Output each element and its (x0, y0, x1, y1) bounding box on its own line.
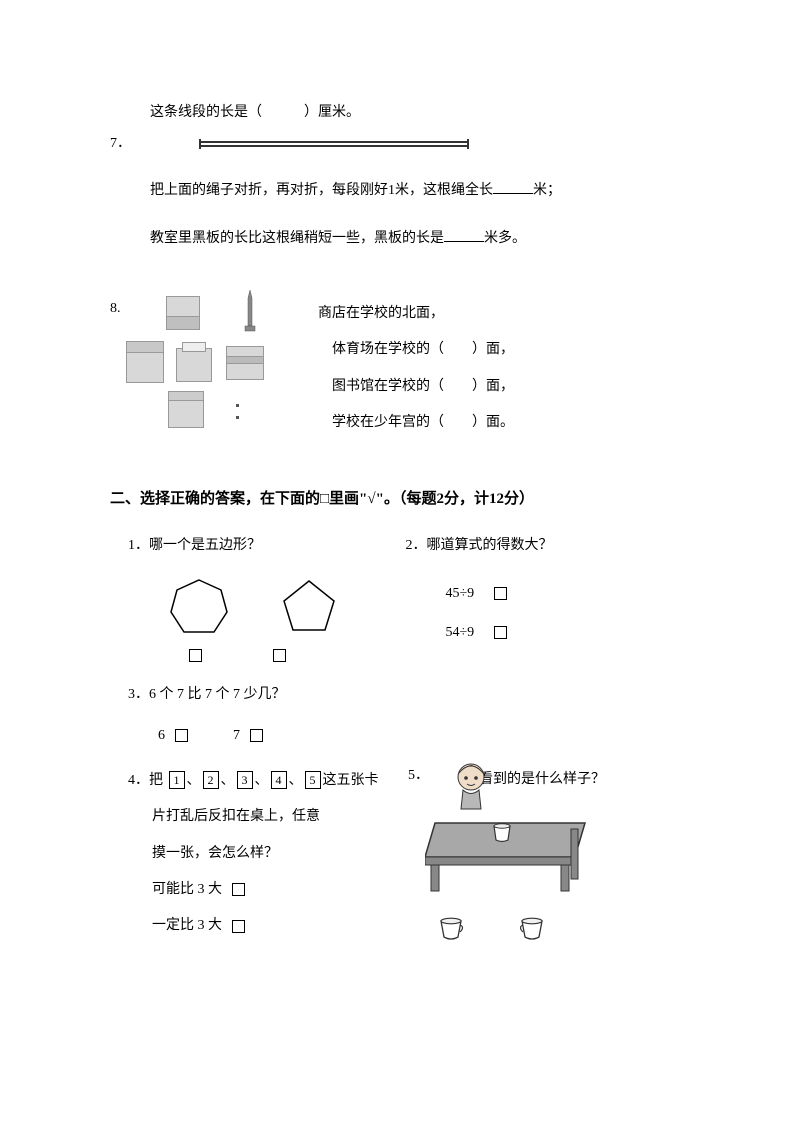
q8-text-block: 商店在学校的北面， 体育场在学校的（ ）面， 图书馆在学校的（ ）面， 学校在少… (288, 296, 683, 442)
q4-checkbox-b[interactable] (232, 920, 245, 933)
cup-on-table-icon (491, 823, 513, 843)
q4-opt-a: 可能比 3 大 (128, 872, 398, 908)
q1-q2-row: 1．哪一个是五边形？ 2．哪道算式的得数大？ 45÷9 54÷9 (110, 533, 683, 661)
q1-text: 1．哪一个是五边形？ (128, 533, 406, 558)
q7-line2-b: 米多。 (484, 231, 526, 246)
q7-line1-a: 把上面的绳子对折，再对折，每段刚好1米，这根绳全长 (150, 183, 493, 198)
q8-line-c: 图书馆在学校的（ ）面， (318, 369, 683, 405)
q3-opt-b-label: 7 (233, 728, 240, 743)
q2-opt-b: 54÷9 (446, 620, 684, 645)
blank-2[interactable] (444, 228, 484, 242)
q3-text: 3．6 个 7 比 7 个 7 少几？ (128, 682, 683, 707)
q3-block: 3．6 个 7 比 7 个 7 少几？ 6 7 (110, 682, 683, 748)
q7-line1-b: 米； (533, 183, 561, 198)
q7-line1: 把上面的绳子对折，再对折，每段刚好1米，这根绳全长 米； (110, 178, 683, 203)
map-diagram (138, 296, 288, 441)
q4-line1: 4．把 1、2、3、4、5这五张卡 (128, 763, 398, 799)
q4-line2: 片打乱后反扣在桌上，任意 (128, 799, 398, 835)
card-4: 4 (271, 771, 287, 789)
pentagon-icon (280, 577, 338, 635)
q2-text: 2．哪道算式的得数大？ (406, 533, 684, 558)
q4-block: 4．把 1、2、3、4、5这五张卡 片打乱后反扣在桌上，任意 摸一张，会怎么样？… (110, 763, 408, 945)
q7-line2: 教室里黑板的长比这根绳稍短一些，黑板的长是 米多。 (110, 226, 683, 251)
q1-checkbox-a[interactable] (189, 649, 202, 662)
q3-options: 6 7 (128, 723, 683, 748)
shapes-row (168, 577, 406, 637)
monument-icon (243, 290, 257, 334)
card-1: 1 (169, 771, 185, 789)
q5-options (438, 917, 683, 941)
card-5: 5 (305, 771, 321, 789)
q8-line-a: 商店在学校的北面， (318, 296, 683, 332)
q8-container: 8. 商店在学校的北面， 体育场在学校的（ ）面， 图书馆在学校的（ ）面， 学… (110, 296, 683, 442)
q3-checkbox-a[interactable] (175, 729, 188, 742)
q4-checkbox-a[interactable] (232, 883, 245, 896)
blank-1[interactable] (493, 180, 533, 194)
q8-number: 8. (110, 296, 138, 321)
q4-line3: 摸一张，会怎么样？ (128, 836, 398, 872)
q5-scene: 看到的是什么样子？ (429, 767, 683, 897)
rope-diagram (199, 141, 469, 147)
q1-checkboxes (183, 649, 406, 662)
q1-checkbox-b[interactable] (273, 649, 286, 662)
card-2: 2 (203, 771, 219, 789)
q3-checkbox-b[interactable] (250, 729, 263, 742)
q2-opt-a: 45÷9 (446, 581, 684, 606)
section2-title: 二、选择正确的答案，在下面的□里画"√"。（每题2分，计12分） (110, 486, 683, 513)
cup-option-a-icon (438, 917, 464, 941)
q7-number: 7． (110, 131, 140, 156)
q1-block: 1．哪一个是五边形？ (110, 533, 406, 661)
q5-block: 5． 看到的是什么样子？ (408, 763, 683, 945)
cup-option-b-icon (519, 917, 545, 941)
q5-num: 5． (408, 763, 429, 788)
q7-line2-a: 教室里黑板的长比这根绳稍短一些，黑板的长是 (150, 231, 444, 246)
q8-line-d: 学校在少年宫的（ ）面。 (318, 405, 683, 441)
q2-checkbox-b[interactable] (494, 626, 507, 639)
q6-text: 这条线段的长是（ ）厘米。 (110, 100, 683, 125)
q5-question-text: 看到的是什么样子？ (479, 767, 605, 792)
card-3: 3 (237, 771, 253, 789)
q3-opt-a-label: 6 (158, 728, 165, 743)
q2-checkbox-a[interactable] (494, 587, 507, 600)
boy-icon (451, 761, 491, 819)
q8-line-b: 体育场在学校的（ ）面， (318, 332, 683, 368)
heptagon-icon (168, 577, 230, 637)
q4-q5-row: 4．把 1、2、3、4、5这五张卡 片打乱后反扣在桌上，任意 摸一张，会怎么样？… (110, 763, 683, 945)
q2-block: 2．哪道算式的得数大？ 45÷9 54÷9 (406, 533, 684, 661)
q4-opt-b: 一定比 3 大 (128, 908, 398, 944)
q5-text-row: 5． 看到的是什么样子？ (408, 763, 683, 897)
